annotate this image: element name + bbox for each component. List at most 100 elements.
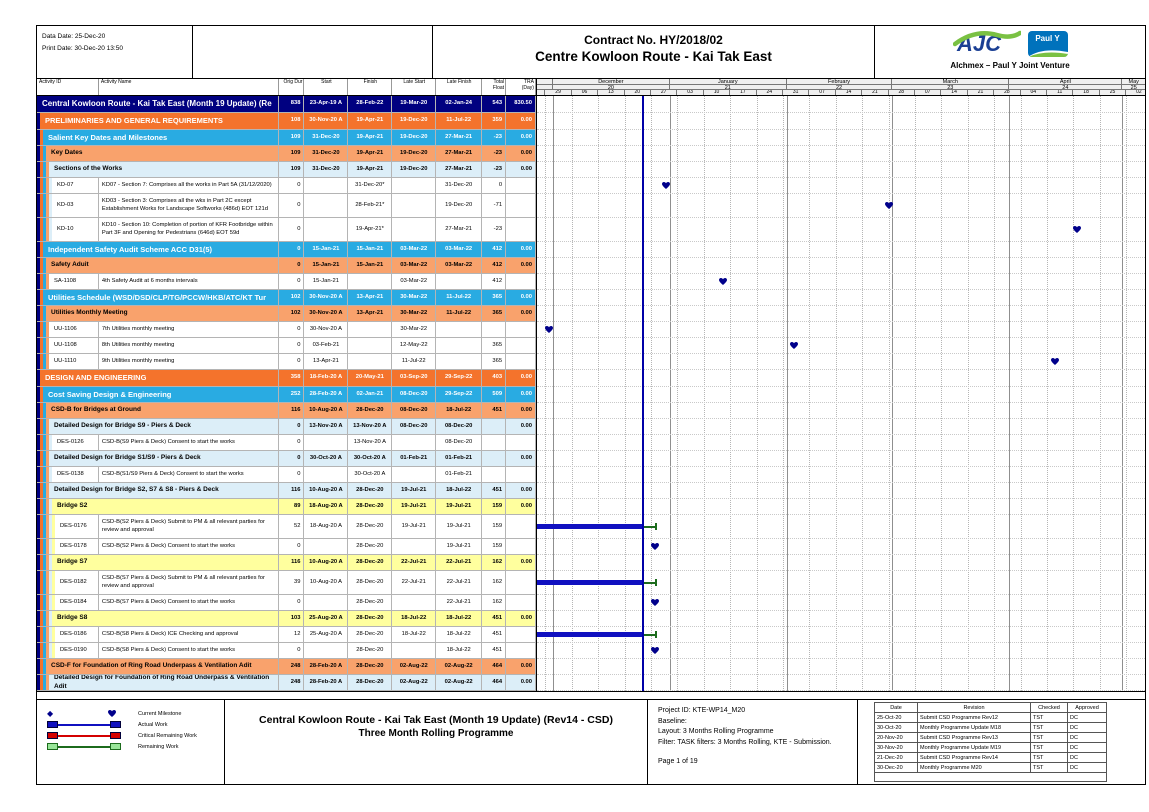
gantt-row (537, 539, 1145, 555)
cell-tf: 159 (482, 499, 507, 514)
cell-tra: 0.00 (506, 419, 536, 434)
cell-ls (392, 218, 437, 241)
cell-tf: 159 (482, 539, 507, 554)
group-strip (46, 627, 49, 642)
cell-tra: 0.00 (506, 387, 536, 402)
cell-tra: 0.00 (506, 258, 536, 273)
cell-f: 19-Apr-21 (348, 146, 393, 161)
group-strip (37, 274, 40, 289)
column-header-s: Start (304, 79, 349, 95)
cell-lf: 27-Mar-21 (436, 130, 483, 145)
cell-ls (392, 643, 437, 658)
gantt-row (537, 555, 1145, 571)
cell-tf: 412 (482, 242, 507, 257)
week-gridline (730, 96, 732, 691)
group-strip (37, 338, 40, 353)
band-name: Bridge S2 (52, 499, 279, 514)
gantt-row (537, 218, 1145, 242)
gantt-row (537, 571, 1145, 595)
activity-name: CSD-B(S8 Piers & Deck) Consent to start … (99, 643, 279, 658)
cell-od: 0 (279, 258, 305, 273)
cell-s: 25-Aug-20 A (304, 611, 349, 626)
gantt-row (537, 370, 1145, 387)
activity-name: KD07 - Section 7: Comprises all the work… (99, 178, 279, 193)
column-header-tf: Total Float (482, 79, 507, 95)
cell-ls: 19-Mar-20 (392, 96, 437, 112)
cell-ls (392, 467, 437, 482)
cell-od: 102 (279, 306, 305, 321)
group-strip (37, 242, 40, 257)
cell-s: 03-Feb-21 (304, 338, 349, 353)
month-gridline (669, 96, 671, 691)
cell-f: 28-Dec-20 (348, 483, 393, 498)
activity-id: KD-03 (52, 194, 99, 217)
revision-cell: Monthly Programme M20 (917, 762, 1031, 773)
group-strip (40, 483, 43, 498)
gantt-row (537, 96, 1145, 113)
group-strip (43, 571, 46, 594)
group-strip (46, 354, 49, 369)
week-gridline (1099, 96, 1101, 691)
table-row-activity: DES-0182 CSD-B(S7 Piers & Deck) Submit to… (37, 571, 536, 595)
cell-od: 248 (279, 659, 305, 674)
table-row-band: Bridge S8 103 25-Aug-20 A 28-Dec-20 18-Jul-2… (37, 611, 536, 627)
cell-f (348, 354, 393, 369)
cell-ls: 22-Jul-21 (392, 571, 437, 594)
group-strip (37, 571, 40, 594)
group-strip (37, 258, 40, 273)
group-strip (37, 162, 40, 177)
revision-table: Date Revision Checked Approved 25-Oct-20 Subm… (874, 702, 1107, 782)
week-gridline (862, 96, 864, 691)
gantt-row (537, 499, 1145, 515)
cell-tf: 365 (482, 290, 507, 305)
gantt-row (537, 162, 1145, 178)
cell-s: 31-Dec-20 (304, 162, 349, 177)
group-strip (46, 571, 49, 594)
week-label: 10 (704, 90, 731, 95)
cell-od: 0 (279, 274, 305, 289)
cell-od: 116 (279, 403, 305, 418)
group-strip (37, 322, 40, 337)
group-strip (46, 218, 49, 241)
group-strip (40, 387, 43, 402)
project-info-block: Project ID: KTE-WP14_M20 Baseline: Layou… (648, 700, 858, 784)
month-gridline (1122, 96, 1124, 691)
cell-lf: 19-Jul-21 (436, 499, 483, 514)
footer-gap (37, 692, 1145, 699)
group-strip (37, 194, 40, 217)
cell-s (304, 194, 349, 217)
cell-od: 89 (279, 499, 305, 514)
revision-cell: DC (1067, 742, 1107, 753)
group-strip (37, 643, 40, 658)
table-row-activity: DES-0178 CSD-B(S2 Piers & Deck) Consent t… (37, 539, 536, 555)
week-label: 28 (994, 90, 1021, 95)
band-name: Detailed Design for Bridge S9 - Piers & … (49, 419, 279, 434)
table-row-band: Bridge S7 116 10-Aug-20 A 28-Dec-20 22-Jul-2… (37, 555, 536, 571)
cell-s (304, 539, 349, 554)
cell-lf: 22-Jul-21 (436, 595, 483, 610)
cell-s: 28-Feb-20 A (304, 387, 349, 402)
cell-f: 19-Apr-21 (348, 162, 393, 177)
group-strip (52, 571, 55, 594)
cell-tra (506, 354, 536, 369)
cell-s: 30-Nov-20 A (304, 113, 349, 129)
cell-f: 19-Apr-21 (348, 130, 393, 145)
activity-id: DES-0138 (52, 467, 99, 482)
timescale-weeks: 2229061320270310172431071421280714212804… (537, 90, 1145, 95)
cell-tf: 365 (482, 354, 507, 369)
logos: AJC Paul Y (875, 29, 1145, 59)
week-gridline (967, 96, 969, 691)
group-strip (43, 675, 46, 690)
page-number: Page 1 of 19 (658, 758, 698, 765)
cell-ls: 03-Sep-20 (392, 370, 437, 386)
activity-name: CSD-B(S8 Piers & Deck) ICE Checking and … (99, 627, 279, 642)
cell-tra: 0.00 (506, 130, 536, 145)
group-strip (46, 611, 49, 626)
gantt-row (537, 595, 1145, 611)
group-strip (40, 595, 43, 610)
revision-cell: Monthly Programme Update M19 (917, 742, 1031, 753)
revision-row: 21-Dec-20 Submit CSD Programme Rev14 TST DC (874, 752, 1107, 763)
cell-od: 102 (279, 290, 305, 305)
table-row-band: Central Kowloon Route - Kai Tak East (Mo… (37, 96, 536, 113)
cell-f: 13-Apr-21 (348, 306, 393, 321)
